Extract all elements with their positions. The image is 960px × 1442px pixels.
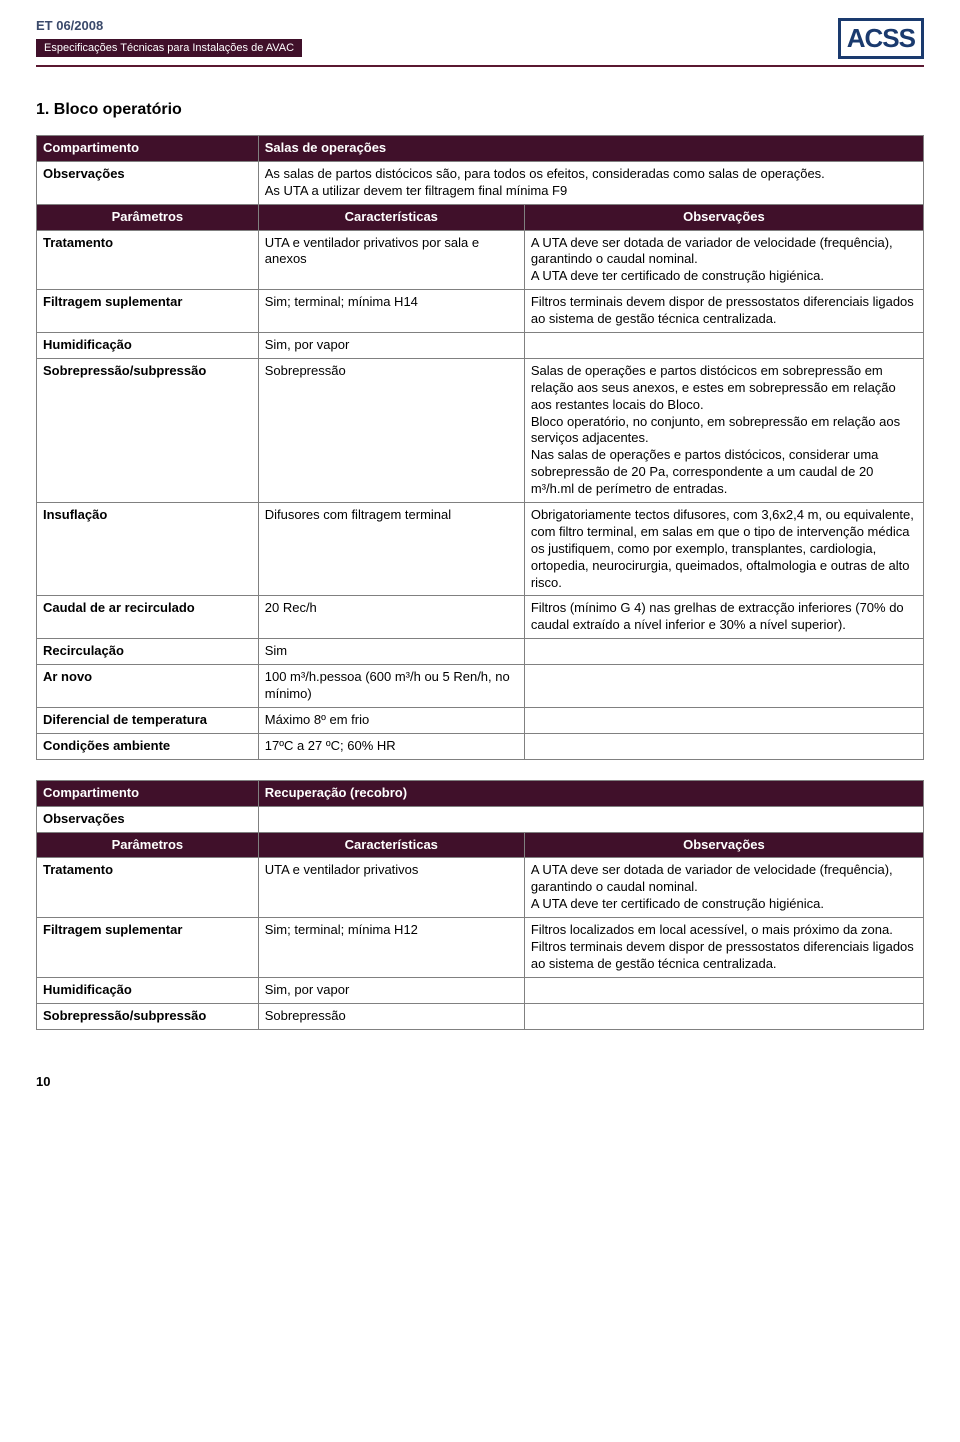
- doc-subtitle: Especificações Técnicas para Instalações…: [36, 39, 302, 57]
- param-cell: Caudal de ar recirculado: [37, 596, 259, 639]
- hdr-param: Parâmetros: [37, 204, 259, 230]
- obs-cell: Obrigatoriamente tectos difusores, com 3…: [524, 503, 923, 596]
- param-cell: Humidificação: [37, 333, 259, 359]
- table-row: Observações: [37, 806, 924, 832]
- hdr-obs: Observações: [524, 204, 923, 230]
- char-cell: 100 m³/h.pessoa (600 m³/h ou 5 Ren/h, no…: [258, 665, 524, 708]
- table-row: Filtragem suplementarSim; terminal; míni…: [37, 918, 924, 978]
- page: ET 06/2008 Especificações Técnicas para …: [0, 0, 960, 1109]
- logo: ACSS: [838, 18, 924, 59]
- spec-table-recuperacao: Compartimento Recuperação (recobro) Obse…: [36, 780, 924, 1030]
- obs-cell: [524, 707, 923, 733]
- table-row: Observações As salas de partos distócico…: [37, 161, 924, 204]
- page-number: 10: [36, 1074, 924, 1089]
- table1-body: TratamentoUTA e ventilador privativos po…: [37, 230, 924, 759]
- obs-label: Observações: [37, 161, 259, 204]
- char-cell: 20 Rec/h: [258, 596, 524, 639]
- header-rule: [36, 65, 924, 67]
- param-cell: Insuflação: [37, 503, 259, 596]
- header-left: ET 06/2008 Especificações Técnicas para …: [36, 18, 830, 57]
- param-cell: Diferencial de temperatura: [37, 707, 259, 733]
- table-row: Filtragem suplementarSim; terminal; míni…: [37, 290, 924, 333]
- char-cell: Sim; terminal; mínima H14: [258, 290, 524, 333]
- obs-cell: A UTA deve ser dotada de variador de vel…: [524, 230, 923, 290]
- table2-body: TratamentoUTA e ventilador privativosA U…: [37, 858, 924, 1029]
- compart-value: Salas de operações: [258, 136, 923, 162]
- hdr-param: Parâmetros: [37, 832, 259, 858]
- table-header-row: Parâmetros Características Observações: [37, 832, 924, 858]
- obs-cell: [524, 333, 923, 359]
- document-header: ET 06/2008 Especificações Técnicas para …: [36, 18, 924, 59]
- char-cell: Sim, por vapor: [258, 333, 524, 359]
- param-cell: Tratamento: [37, 858, 259, 918]
- param-cell: Sobrepressão/subpressão: [37, 358, 259, 502]
- char-cell: Difusores com filtragem terminal: [258, 503, 524, 596]
- table-row: Compartimento Salas de operações: [37, 136, 924, 162]
- doc-code: ET 06/2008: [36, 18, 830, 33]
- obs-label: Observações: [37, 806, 259, 832]
- section-heading: 1. Bloco operatório: [36, 101, 924, 119]
- table-row: RecirculaçãoSim: [37, 639, 924, 665]
- obs-cell: [524, 1003, 923, 1029]
- table-row: Sobrepressão/subpressãoSobrepressãoSalas…: [37, 358, 924, 502]
- obs-cell: Filtros (mínimo G 4) nas grelhas de extr…: [524, 596, 923, 639]
- char-cell: Sim: [258, 639, 524, 665]
- table-row: Diferencial de temperaturaMáximo 8º em f…: [37, 707, 924, 733]
- hdr-char: Características: [258, 832, 524, 858]
- obs-cell: Filtros localizados em local acessível, …: [524, 918, 923, 978]
- obs-cell: Salas de operações e partos distócicos e…: [524, 358, 923, 502]
- table-row: HumidificaçãoSim, por vapor: [37, 977, 924, 1003]
- table-row: HumidificaçãoSim, por vapor: [37, 333, 924, 359]
- obs-cell: Filtros terminais devem dispor de presso…: [524, 290, 923, 333]
- compart-label: Compartimento: [37, 136, 259, 162]
- char-cell: UTA e ventilador privativos por sala e a…: [258, 230, 524, 290]
- logo-text: ACSS: [847, 23, 915, 53]
- char-cell: UTA e ventilador privativos: [258, 858, 524, 918]
- char-cell: 17ºC a 27 ºC; 60% HR: [258, 733, 524, 759]
- char-cell: Sobrepressão: [258, 1003, 524, 1029]
- obs-cell: [524, 733, 923, 759]
- obs-cell: [524, 665, 923, 708]
- char-cell: Sim, por vapor: [258, 977, 524, 1003]
- char-cell: Máximo 8º em frio: [258, 707, 524, 733]
- param-cell: Filtragem suplementar: [37, 918, 259, 978]
- table-row: TratamentoUTA e ventilador privativos po…: [37, 230, 924, 290]
- table-row: Caudal de ar recirculado20 Rec/hFiltros …: [37, 596, 924, 639]
- table-row: Compartimento Recuperação (recobro): [37, 780, 924, 806]
- compart-label: Compartimento: [37, 780, 259, 806]
- param-cell: Condições ambiente: [37, 733, 259, 759]
- obs-value: As salas de partos distócicos são, para …: [258, 161, 923, 204]
- char-cell: Sobrepressão: [258, 358, 524, 502]
- table-row: TratamentoUTA e ventilador privativosA U…: [37, 858, 924, 918]
- char-cell: Sim; terminal; mínima H12: [258, 918, 524, 978]
- param-cell: Tratamento: [37, 230, 259, 290]
- table-row: InsuflaçãoDifusores com filtragem termin…: [37, 503, 924, 596]
- obs-cell: A UTA deve ser dotada de variador de vel…: [524, 858, 923, 918]
- param-cell: Filtragem suplementar: [37, 290, 259, 333]
- compart-value: Recuperação (recobro): [258, 780, 923, 806]
- spec-table-salas-operacoes: Compartimento Salas de operações Observa…: [36, 135, 924, 760]
- param-cell: Recirculação: [37, 639, 259, 665]
- table-row: Condições ambiente17ºC a 27 ºC; 60% HR: [37, 733, 924, 759]
- table-header-row: Parâmetros Características Observações: [37, 204, 924, 230]
- param-cell: Sobrepressão/subpressão: [37, 1003, 259, 1029]
- obs-cell: [524, 639, 923, 665]
- obs-value: [258, 806, 923, 832]
- param-cell: Ar novo: [37, 665, 259, 708]
- table-row: Ar novo100 m³/h.pessoa (600 m³/h ou 5 Re…: [37, 665, 924, 708]
- obs-cell: [524, 977, 923, 1003]
- table-row: Sobrepressão/subpressãoSobrepressão: [37, 1003, 924, 1029]
- hdr-obs: Observações: [524, 832, 923, 858]
- hdr-char: Características: [258, 204, 524, 230]
- param-cell: Humidificação: [37, 977, 259, 1003]
